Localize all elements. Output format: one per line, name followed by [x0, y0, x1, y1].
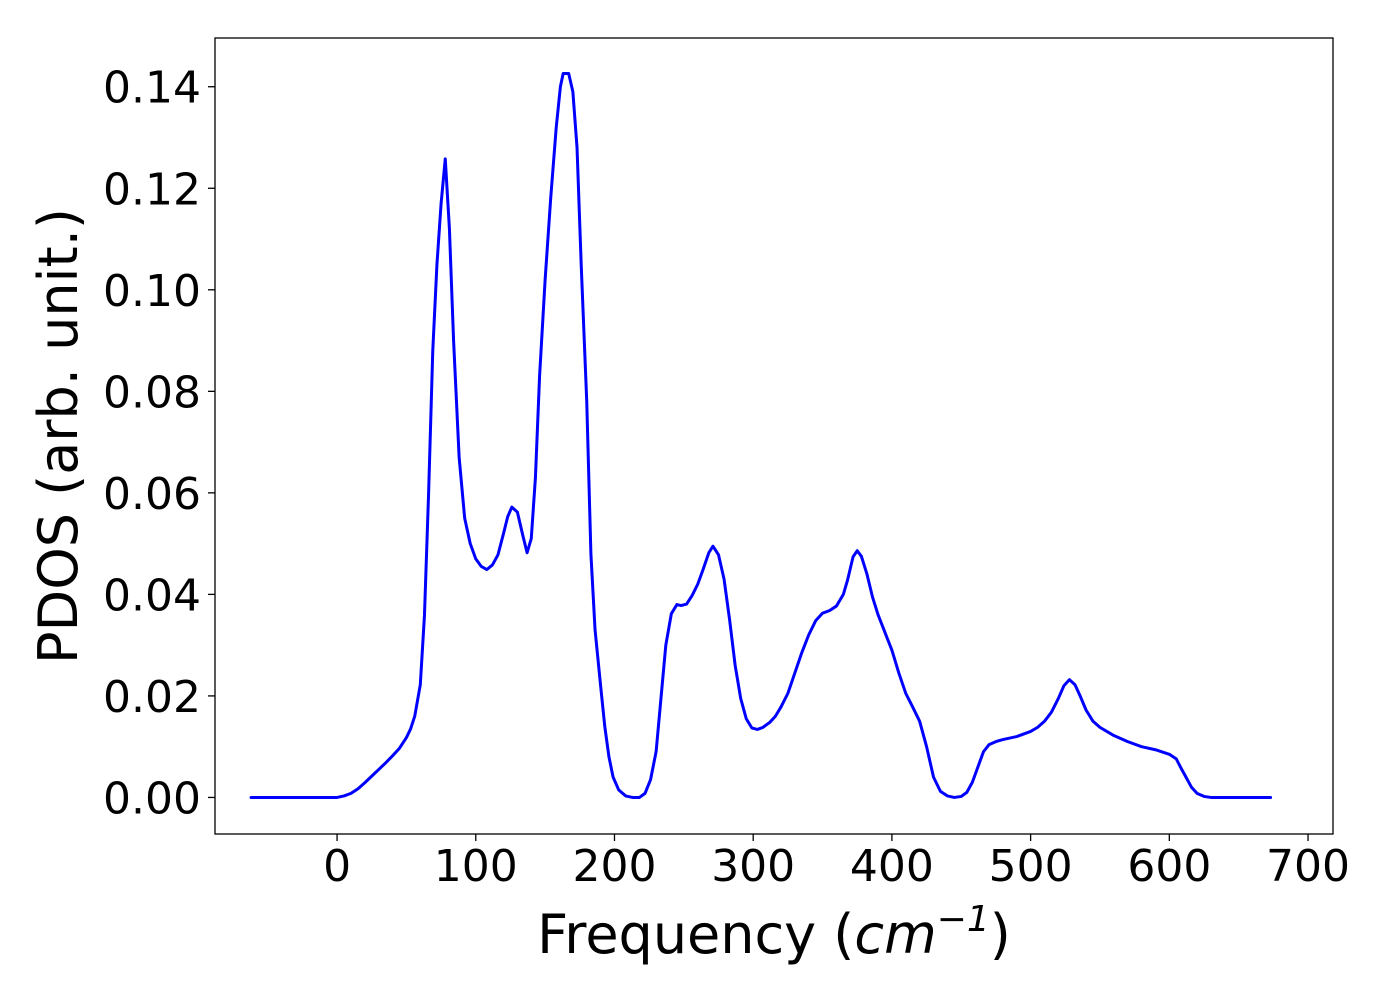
y-tick-label: 0.12 — [103, 164, 201, 215]
x-tick-label: 400 — [850, 841, 934, 892]
y-tick-label: 0.08 — [103, 367, 201, 418]
x-tick-label: 600 — [1127, 841, 1211, 892]
x-tick-label: 200 — [572, 841, 656, 892]
y-tick-label: 0.06 — [103, 469, 201, 520]
x-tick-label: 700 — [1266, 841, 1350, 892]
x-axis-label: Frequency (cm−1) — [537, 899, 1011, 966]
y-axis-label: PDOS (arb. unit.) — [27, 208, 90, 664]
y-tick-label: 0.14 — [103, 63, 201, 114]
plot-area — [215, 38, 1333, 834]
x-axis-ticks: 0 100 200 300 400 500 600 700 — [323, 834, 1350, 892]
x-tick-label: 100 — [434, 841, 518, 892]
y-tick-label: 0.00 — [103, 773, 201, 824]
x-tick-label: 500 — [989, 841, 1073, 892]
y-tick-label: 0.10 — [103, 266, 201, 317]
x-tick-label: 0 — [323, 841, 351, 892]
x-tick-label: 300 — [711, 841, 795, 892]
y-axis-ticks: 0.00 0.02 0.04 0.06 0.08 0.10 0.12 0.14 — [103, 63, 215, 824]
series-line — [249, 72, 1273, 799]
y-tick-label: 0.02 — [103, 672, 201, 723]
plot-frame — [214, 37, 1334, 835]
y-tick-label: 0.04 — [103, 570, 201, 621]
